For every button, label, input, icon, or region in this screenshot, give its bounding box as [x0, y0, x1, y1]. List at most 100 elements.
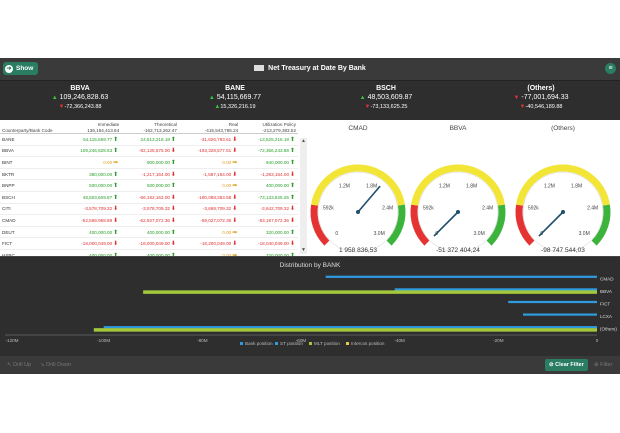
y-category-label: LCXA [600, 314, 613, 319]
cell-value-text: -52,569,968.89 [81, 217, 113, 223]
column-header[interactable]: Theoretical -162,713,262.47 [121, 120, 179, 134]
table-scrollbar[interactable]: ▲ ▼ [300, 138, 307, 254]
table-row[interactable]: BSCH 48,503,609.87⬆ -66,162,163.00⬇ -180,08… [0, 191, 298, 204]
arrow-right-icon: ➡ [232, 229, 238, 236]
scroll-down-icon[interactable]: ▼ [301, 247, 306, 253]
arrow-right-icon: ➡ [232, 183, 238, 190]
cell-value-text: -13,525,216.18 [258, 136, 289, 142]
gauge-needle [357, 185, 381, 213]
cell-value-text: -3,578,709.32 [83, 206, 113, 212]
table-row[interactable]: BNPP 500,000.00⬆ 500,000.00⬆ 0.00➡ 400,000.0… [0, 179, 298, 192]
bank-name: BANE [225, 85, 245, 92]
cell-value: -1,217,164.00⬇ [121, 168, 179, 181]
gauge[interactable]: BBVA0592k1.2M1.8M2.4M3.0M-51 372 404,24 [410, 125, 506, 254]
arrow-down-icon: ⬇ [170, 194, 176, 201]
gauge[interactable]: CMAD 0 592k 1.2M 1.8M 2.4M 3.0M 1 958 836,53 [310, 125, 406, 254]
arrow-down-icon: ⬇ [289, 241, 296, 248]
column-header-code[interactable]: Counterparty/Bank Code [0, 120, 62, 134]
gauge-tick-label: 3.0M [474, 231, 485, 237]
bar[interactable] [325, 275, 597, 278]
position-table-panel: Counterparty/Bank Code Immediate 136,164,… [0, 120, 308, 262]
table-row[interactable]: BANE 54,115,669.77⬆ 24,613,216.18⬆ -31,826,… [0, 133, 298, 146]
gauge-hub [456, 210, 460, 214]
cell-value-text: 48,503,609.87 [82, 194, 113, 200]
bar[interactable] [103, 326, 598, 329]
filter-button[interactable]: ⊕ Filter [594, 362, 613, 368]
cell-value-text: 500,000.00 [146, 183, 170, 189]
bar[interactable] [508, 300, 597, 304]
cell-value: -3,578,709.32⬇ [121, 203, 179, 216]
bar[interactable] [93, 328, 598, 332]
gauge-tick-label: 1.8M [466, 183, 477, 189]
arrow-down-icon: ⬇ [170, 148, 176, 155]
row-code: BANE [0, 133, 62, 146]
bank-summary-item[interactable]: BBVA ▲ 109,246,828.63 ▼-72,366,243.88 [20, 84, 140, 111]
column-header[interactable]: Utilization Policy -213,279,383.52 [240, 120, 298, 134]
gauge-tick-label: 592k [323, 205, 334, 211]
cell-value-text: 400,000.00 [89, 253, 112, 258]
cell-value-text: -72,366,243.88 [258, 148, 289, 154]
menu-icon[interactable]: ≡ [605, 63, 616, 74]
arrow-up-icon: ⬆ [289, 252, 296, 259]
page-title-text: Net Treasury at Date By Bank [268, 65, 366, 72]
column-header[interactable]: Real -415,543,785.24 [178, 120, 241, 134]
bar[interactable] [394, 288, 597, 291]
cell-value: -52,927,072.36⬇ [121, 214, 179, 227]
cell-value: -13,525,216.18⬆ [240, 133, 298, 146]
arrow-down-icon: ⬇ [113, 206, 119, 213]
table-row[interactable]: CMAD -52,569,968.89⬇ -52,927,072.36⬇ -59,02… [0, 214, 298, 227]
arrow-up-icon: ⬆ [170, 136, 176, 143]
legend-label[interactable]: Bank position [245, 341, 273, 346]
bank-total: 54,115,669.77 [216, 94, 262, 101]
drill-down-label: Drill Down [46, 362, 72, 368]
arrow-down-icon: ⬇ [232, 217, 238, 224]
table-row[interactable]: CITI -3,578,709.32⬇ -3,578,709.32⬇ -3,668,7… [0, 203, 298, 216]
bar[interactable] [523, 313, 597, 316]
gauge-tick-label: 2.4M [382, 205, 393, 211]
table-row[interactable]: FICT -18,000,049.00⬇ -18,000,049.00⬇ -18,20… [0, 237, 298, 250]
legend-label[interactable]: ST position [280, 341, 303, 346]
scroll-up-icon[interactable]: ▲ [301, 138, 306, 144]
cell-value: -3,668,709.32⬇ [178, 203, 241, 216]
row-code: BSCH [0, 191, 62, 204]
cell-value-text: 380,000.00 [89, 171, 113, 177]
cell-value: -3,578,709.32⬇ [62, 203, 122, 216]
column-header[interactable]: Immediate 136,164,413.64 [62, 120, 122, 134]
arrow-down-icon: ⬇ [289, 206, 296, 213]
clear-filter-button[interactable]: ⊘ Clear Filter [545, 359, 588, 371]
gauges-panel: CMAD 0 592k 1.2M 1.8M 2.4M 3.0M 1 958 836,53 BBV… [308, 120, 620, 256]
gauge-dial [522, 171, 604, 253]
filter-label: Filter [600, 362, 613, 368]
legend-label[interactable]: Intercos position [351, 341, 385, 346]
arrow-up-icon: ⬆ [113, 171, 119, 178]
distribution-chart: Distribution by BANK -120M -100M -80M -60M -4… [0, 256, 620, 357]
cell-value: -193,328,577.51⬇ [178, 145, 241, 158]
cell-value: -18,000,049.00⬇ [62, 237, 122, 250]
arrow-down-icon: ⬇ [232, 148, 238, 155]
y-category-label: BBVA [600, 289, 613, 294]
table-row[interactable]: BINT 0.00➡ 900,000.00⬆ 0.00➡ 940,000.00⬆ [0, 156, 298, 169]
bar[interactable] [143, 290, 597, 294]
table-row[interactable]: DEUT 400,000.00⬆ 400,000.00⬆ 0.00➡ 320,000.0… [0, 226, 298, 239]
distribution-chart-svg: Distribution by BANK -120M -100M -80M -60M -4… [5, 262, 617, 346]
bank-summary-item[interactable]: BSCH ▲ 48,503,609.87 ▼-73,133,625.25 [326, 84, 446, 111]
table-row[interactable]: BKTR 380,000.00⬆ -1,217,164.00⬇ -1,587,164.… [0, 168, 298, 181]
cell-value-text: -18,000,049.00 [81, 241, 113, 247]
bank-summary-item[interactable]: (Others) ▼ -77,001,694.33 ▼-40,546,189.8… [481, 84, 601, 111]
cell-value-text: -193,328,577.51 [197, 148, 232, 154]
bank-summary-item[interactable]: BANE ▲ 54,115,669.77 ▲15,326,216.19 [175, 84, 295, 111]
cell-value-text: -53,187,072.36 [258, 217, 289, 223]
arrow-down-icon: ▼ [58, 104, 65, 110]
arrow-down-icon: ⬇ [289, 217, 296, 224]
arrow-up-icon: ⬆ [113, 229, 119, 236]
arrow-down-icon: ▼ [364, 104, 371, 110]
cell-value-text: -3,578,709.32 [141, 206, 170, 212]
drill-up-button[interactable]: ↖ Drill Up [7, 362, 32, 368]
table-row[interactable]: BBVA 109,246,828.63⬆ -82,125,575.00⬇ -193,3… [0, 145, 298, 158]
drill-down-button[interactable]: ↘ Drill Down [40, 362, 72, 368]
row-code: FICT [0, 237, 62, 250]
cell-value: -72,366,243.88⬆ [240, 145, 298, 158]
show-button[interactable]: ➜ Show [3, 62, 39, 75]
legend-label[interactable]: MLT position [314, 341, 340, 346]
